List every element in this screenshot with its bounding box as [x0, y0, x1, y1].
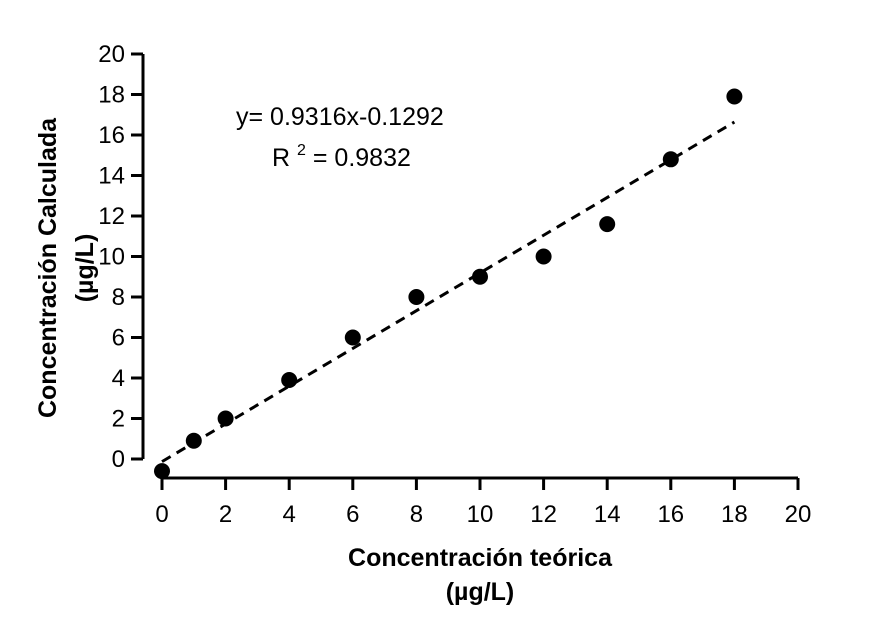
x-tick-label: 4	[283, 501, 296, 528]
data-point	[281, 372, 298, 389]
x-tick-label: 6	[346, 501, 359, 528]
r-squared-annotation: R 2 = 0.9832	[272, 133, 411, 172]
y-tick-label: 6	[112, 325, 125, 352]
data-point	[662, 151, 679, 168]
y-tick-label: 20	[98, 41, 125, 68]
data-point	[535, 248, 552, 265]
y-tick-label: 8	[112, 284, 125, 311]
x-tick-label: 20	[785, 501, 812, 528]
x-tick-label: 14	[594, 501, 621, 528]
y-tick-label: 16	[98, 122, 125, 149]
data-point	[599, 216, 616, 233]
data-point	[154, 463, 170, 480]
x-axis-unit: (µg/L)	[446, 578, 515, 606]
fit-line-layer	[161, 120, 736, 463]
y-axis-title: Concentración Calculada	[34, 117, 62, 418]
linear-fit-line	[161, 120, 736, 463]
y-tick-label: 12	[98, 203, 125, 230]
x-tick-label: 10	[467, 501, 494, 528]
y-tick-label: 18	[98, 82, 125, 109]
r-squared-exponent: 2	[297, 142, 306, 159]
x-tick-label: 12	[530, 501, 557, 528]
x-tick-label: 8	[410, 501, 423, 528]
y-tick-label: 14	[98, 163, 125, 190]
data-point	[472, 268, 488, 285]
x-tick-label: 16	[657, 501, 684, 528]
y-axis: 0 2 4 6 8 10 12 14 16 18 20	[98, 41, 145, 473]
data-points-layer	[154, 88, 743, 480]
y-tick-label: 0	[112, 446, 125, 473]
data-point	[726, 88, 743, 105]
x-tick-label: 0	[155, 501, 168, 528]
y-tick-label: 4	[112, 365, 125, 392]
r-squared-value: = 0.9832	[313, 144, 411, 172]
y-tick-label: 2	[112, 406, 125, 433]
data-point	[217, 410, 234, 427]
r-squared-letter: R	[272, 144, 290, 172]
x-tick-label: 18	[721, 501, 748, 528]
data-point	[408, 289, 425, 305]
y-tick-label: 10	[98, 244, 125, 271]
data-point	[185, 432, 202, 449]
x-axis: 0 2 4 6 8 10 12 14 16 18 20	[155, 476, 812, 528]
x-axis-title: Concentración teórica	[348, 544, 613, 572]
x-tick-label: 2	[219, 501, 232, 528]
equation-annotation: y= 0.9316x-0.1292	[236, 103, 444, 131]
data-point	[344, 329, 361, 346]
y-axis-unit: (µg/L)	[71, 234, 99, 303]
